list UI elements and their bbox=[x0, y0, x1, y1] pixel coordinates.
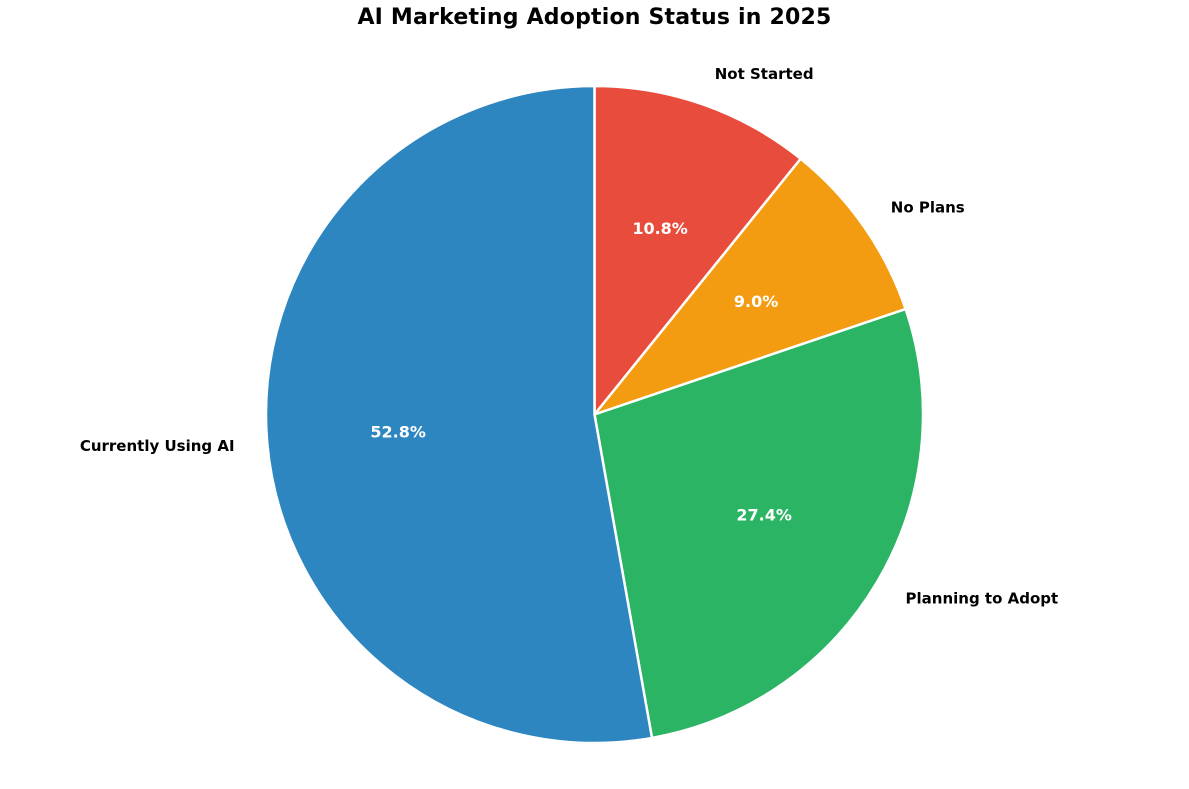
pie-pct-label-planning-to-adopt: 27.4% bbox=[736, 505, 792, 524]
pie-category-label-currently-using-ai: Currently Using AI bbox=[80, 437, 235, 455]
pie-pct-label-no-plans: 9.0% bbox=[734, 292, 778, 311]
pie-pct-label-currently-using-ai: 52.8% bbox=[370, 422, 426, 441]
pie-pct-label-not-started: 10.8% bbox=[632, 219, 688, 238]
chart-title: AI Marketing Adoption Status in 2025 bbox=[357, 5, 832, 30]
pie-category-label-no-plans: No Plans bbox=[891, 199, 965, 217]
pie-category-label-not-started: Not Started bbox=[715, 65, 814, 83]
pie-slice-no-plans bbox=[593, 157, 907, 416]
pie-slice-currently-using-ai bbox=[264, 84, 654, 745]
pie-slice-planning-to-adopt bbox=[593, 307, 925, 740]
pie-slice-not-started bbox=[593, 84, 802, 416]
pie-category-label-planning-to-adopt: Planning to Adopt bbox=[906, 589, 1059, 607]
